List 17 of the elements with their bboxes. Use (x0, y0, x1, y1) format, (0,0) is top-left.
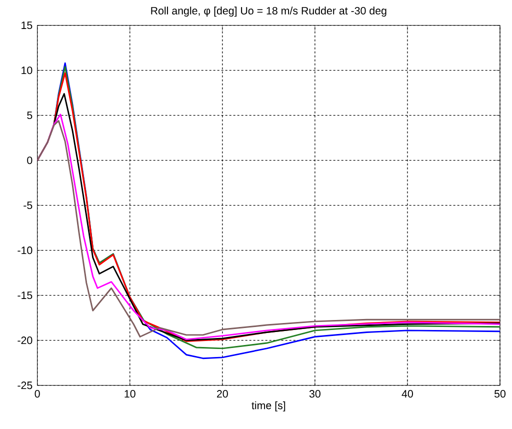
y-tick-label: -25 (18, 381, 32, 389)
y-tick-label: -5 (24, 201, 32, 209)
x-tick-label: 0 (34, 390, 40, 398)
x-tick-label: 40 (402, 390, 413, 398)
y-tick-label: -10 (18, 246, 32, 254)
x-tick-label: 30 (309, 390, 320, 398)
y-tick-label: -15 (18, 291, 32, 299)
y-tick-label: 15 (22, 21, 32, 29)
x-tick-label: 50 (494, 390, 506, 398)
x-axis-title: time [s] (252, 401, 286, 412)
y-tick-label: 10 (22, 66, 32, 74)
x-tick-label: 20 (217, 390, 228, 398)
y-tick-label: 5 (27, 111, 32, 119)
y-tick-label: 0 (27, 156, 32, 164)
y-tick-label: -20 (18, 336, 32, 344)
chart-title: Roll angle, φ [deg] Uo = 18 m/s Rudder at -30 deg (151, 6, 386, 16)
x-tick-label: 10 (124, 390, 136, 398)
